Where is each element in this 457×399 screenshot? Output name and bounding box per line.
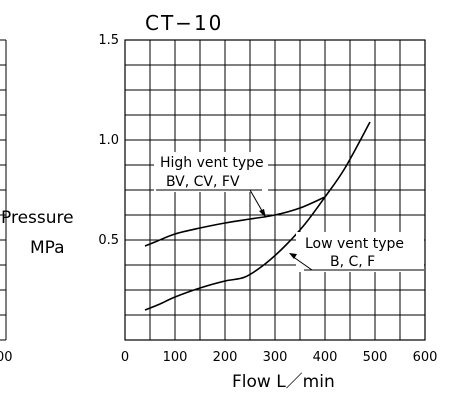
- neighbor-tick-label: 00: [0, 350, 13, 365]
- x-tick-label: 500: [363, 350, 388, 365]
- y-tick-label: 1.0: [98, 133, 119, 148]
- y-tick-labels: 0.5 1.0 1.5: [98, 33, 119, 248]
- callout-low-vent: Low vent type B, C, F: [289, 232, 424, 272]
- chart-title: CT−10: [145, 11, 223, 35]
- x-tick-label: 0: [121, 350, 129, 365]
- callout-high-vent-arrowhead: [259, 209, 266, 218]
- series-types-low-vent: B, C, F: [330, 254, 375, 270]
- series-label-high-vent: High vent type: [160, 155, 264, 171]
- x-tick-labels: 0 100 200 300 400 500 600: [121, 350, 438, 365]
- series-types-high-vent: BV, CV, FV: [166, 174, 240, 190]
- plot-frame: [124, 39, 426, 341]
- x-axis-label: Flow L／min: [232, 372, 335, 392]
- x-tick-label: 200: [213, 350, 238, 365]
- x-tick-label: 100: [163, 350, 188, 365]
- callout-high-vent-bg: [154, 152, 268, 192]
- series-label-low-vent: Low vent type: [305, 236, 404, 252]
- left-neighbor-chart-edge: 00: [0, 39, 13, 365]
- y-tick-label: 1.5: [98, 33, 119, 48]
- y-axis-label-bottom: MPa: [30, 238, 65, 258]
- series-line-high-vent: [144, 196, 326, 247]
- x-tick-label: 600: [413, 350, 438, 365]
- x-tick-label: 300: [263, 350, 288, 365]
- series-line-low-vent: [144, 121, 371, 311]
- series-group: [144, 121, 371, 311]
- callout-high-vent: High vent type BV, CV, FV: [154, 152, 268, 218]
- callout-low-vent-bg: [296, 232, 424, 272]
- callout-low-vent-leader: [291, 255, 313, 271]
- y-axis-label-top: Pressure: [1, 208, 74, 228]
- callout-low-vent-arrowhead: [289, 253, 297, 259]
- x-tick-label: 400: [313, 350, 338, 365]
- y-tick-label: 0.5: [98, 233, 119, 248]
